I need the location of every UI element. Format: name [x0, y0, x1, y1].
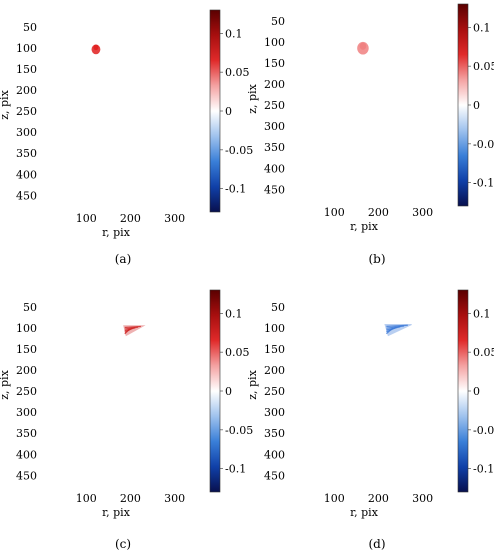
colorbar-tick-label: 0.05	[225, 66, 250, 79]
feature-core	[359, 42, 367, 50]
x-tick-label: 300	[412, 206, 433, 219]
y-tick-label: 150	[16, 63, 37, 76]
x-tick-label: 200	[368, 492, 389, 505]
x-tick-label: 300	[412, 492, 433, 505]
y-tick-label: 250	[264, 385, 285, 398]
colorbar-tick-label: 0.1	[473, 307, 491, 320]
y-axis-label: z, pix	[246, 369, 259, 399]
y-tick-label: 50	[23, 301, 37, 314]
feature-texture	[385, 327, 394, 335]
colorbar-tick-label: 0	[473, 99, 480, 112]
colorbar-tick-label: -0.05	[225, 424, 253, 437]
y-tick-label: 250	[264, 99, 285, 112]
y-axis-label: z, pix	[0, 369, 11, 399]
y-tick-label: 350	[264, 141, 285, 154]
x-tick-label: 200	[120, 212, 141, 225]
colorbar	[209, 9, 221, 213]
y-tick-label: 150	[264, 343, 285, 356]
y-tick-label: 150	[16, 343, 37, 356]
y-tick-label: 350	[16, 427, 37, 440]
y-tick-label: 200	[16, 364, 37, 377]
x-axis-label: r, pix	[102, 506, 131, 519]
y-tick-label: 400	[16, 168, 37, 181]
x-tick-label: 100	[76, 212, 97, 225]
x-axis-label: r, pix	[102, 226, 131, 239]
panel-caption: (d)	[368, 537, 385, 550]
colorbar-tick-label: 0.05	[473, 60, 494, 73]
colorbar-tick-label: -0.05	[225, 144, 253, 157]
colorbar-tick-label: 0	[225, 385, 232, 398]
y-tick-label: 150	[264, 57, 285, 70]
panel-c: 50 100 150 200 250 300 350 400 450 100 200 300 r, pi…	[0, 289, 253, 550]
y-tick-label: 300	[16, 406, 37, 419]
x-axis-label: r, pix	[350, 506, 379, 519]
colorbar-tick-label: 0.05	[473, 346, 494, 359]
y-tick-label: 450	[16, 189, 37, 202]
panel-caption: (a)	[115, 252, 132, 266]
colorbar-tick-label: 0.05	[225, 346, 250, 359]
feature-core	[93, 44, 99, 51]
colorbar	[209, 289, 221, 493]
feature-texture	[124, 328, 131, 335]
y-tick-label: 200	[264, 78, 285, 91]
colorbar-tick-label: -0.05	[473, 424, 494, 437]
panel-caption: (c)	[115, 537, 131, 550]
x-tick-label: 100	[324, 492, 345, 505]
y-tick-label: 50	[23, 21, 37, 34]
colorbar-tick-label: -0.1	[473, 177, 494, 190]
colorbar-tick-label: 0	[473, 385, 480, 398]
colorbar	[457, 3, 469, 207]
y-tick-label: 100	[16, 322, 37, 335]
x-tick-label: 100	[76, 492, 97, 505]
panel-d: 50 100 150 200 250 300 350 400 450 100 200 300 r, pi…	[246, 289, 494, 550]
y-tick-label: 350	[264, 427, 285, 440]
y-tick-label: 250	[16, 385, 37, 398]
colorbar-tick-label: -0.1	[225, 183, 246, 196]
feature-texture	[386, 324, 408, 327]
y-tick-label: 400	[264, 162, 285, 175]
y-tick-label: 100	[16, 42, 37, 55]
y-axis-label: z, pix	[246, 83, 259, 113]
y-tick-label: 50	[271, 15, 285, 28]
panel-a: 50 100 150 200 250 300 350 400 450 100 200 300 r, pi…	[0, 9, 253, 266]
feature-texture	[124, 326, 139, 330]
colorbar-tick-label: -0.05	[473, 138, 494, 151]
colorbar	[457, 289, 469, 493]
y-tick-label: 450	[264, 469, 285, 482]
y-tick-label: 300	[16, 126, 37, 139]
colorbar-tick-label: 0.1	[225, 27, 243, 40]
y-tick-label: 400	[264, 448, 285, 461]
feature-texture	[386, 325, 405, 329]
y-tick-label: 350	[16, 147, 37, 160]
y-tick-label: 300	[264, 120, 285, 133]
colorbar-tick-label: -0.1	[225, 463, 246, 476]
x-tick-label: 200	[120, 492, 141, 505]
colorbar-tick-label: -0.1	[473, 463, 494, 476]
y-axis-label: z, pix	[0, 89, 11, 119]
y-tick-label: 200	[264, 364, 285, 377]
x-tick-label: 300	[164, 492, 185, 505]
x-tick-label: 100	[324, 206, 345, 219]
colorbar-tick-label: 0.1	[225, 307, 243, 320]
x-tick-label: 300	[164, 212, 185, 225]
panel-b: 50 100 150 200 250 300 350 400 450 100 200 300 r, pi…	[246, 3, 494, 266]
y-tick-label: 100	[264, 36, 285, 49]
y-tick-label: 300	[264, 406, 285, 419]
y-tick-label: 400	[16, 448, 37, 461]
y-tick-label: 50	[271, 301, 285, 314]
y-tick-label: 100	[264, 322, 285, 335]
colorbar-tick-label: 0.1	[473, 21, 491, 34]
y-tick-label: 450	[264, 183, 285, 196]
y-tick-label: 250	[16, 105, 37, 118]
colorbar-tick-label: 0	[225, 105, 232, 118]
x-tick-label: 200	[368, 206, 389, 219]
panel-caption: (b)	[368, 252, 385, 266]
x-axis-label: r, pix	[350, 220, 379, 233]
feature-texture	[124, 325, 141, 329]
y-tick-label: 200	[16, 84, 37, 97]
y-tick-label: 450	[16, 469, 37, 482]
